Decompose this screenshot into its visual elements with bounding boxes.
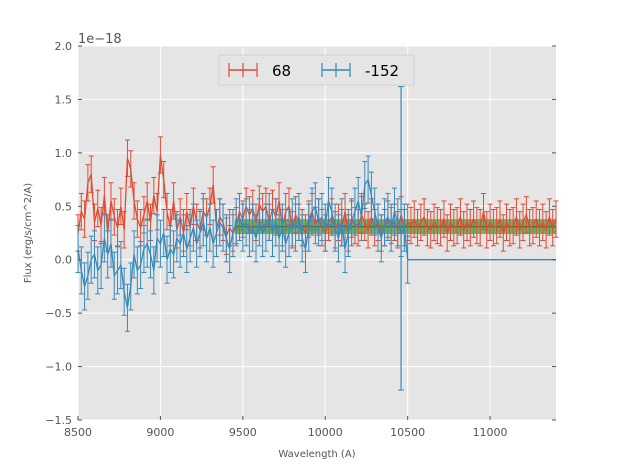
y-tick-label: 1.5 xyxy=(55,93,73,106)
series-layer xyxy=(75,86,559,391)
x-axis-label: Wavelength (A) xyxy=(278,449,355,460)
y-tick-label: −1.5 xyxy=(45,414,72,427)
series-1 xyxy=(75,86,556,391)
y-tick-label: −1.0 xyxy=(45,361,72,374)
y-tick-label: 1.0 xyxy=(55,147,73,160)
y-tick-label: −0.5 xyxy=(45,307,72,320)
x-tick-label: 10000 xyxy=(308,426,343,439)
x-tick-label: 11000 xyxy=(473,426,508,439)
x-tick-label: 9500 xyxy=(229,426,257,439)
y-axis-label: Flux (erg/s/cm^2/A) xyxy=(23,183,34,283)
legend-label: 68 xyxy=(272,62,291,80)
y-offset-label: 1e−18 xyxy=(78,32,122,47)
x-tick-label: 9000 xyxy=(146,426,174,439)
x-tick-label: 8500 xyxy=(64,426,92,439)
y-tick-label: 0.0 xyxy=(55,254,73,267)
legend: 68 -152 xyxy=(218,54,415,86)
y-tick-label: 2.0 xyxy=(55,40,73,53)
series-line xyxy=(77,154,557,239)
legend-label: -152 xyxy=(365,62,399,80)
x-tick-label: 10500 xyxy=(390,426,425,439)
axes: 8500 9000 9500 10000 10500 11000 −1.5 −1.0 −0.5 0… xyxy=(45,40,556,439)
y-tick-label: 0.5 xyxy=(55,200,73,213)
